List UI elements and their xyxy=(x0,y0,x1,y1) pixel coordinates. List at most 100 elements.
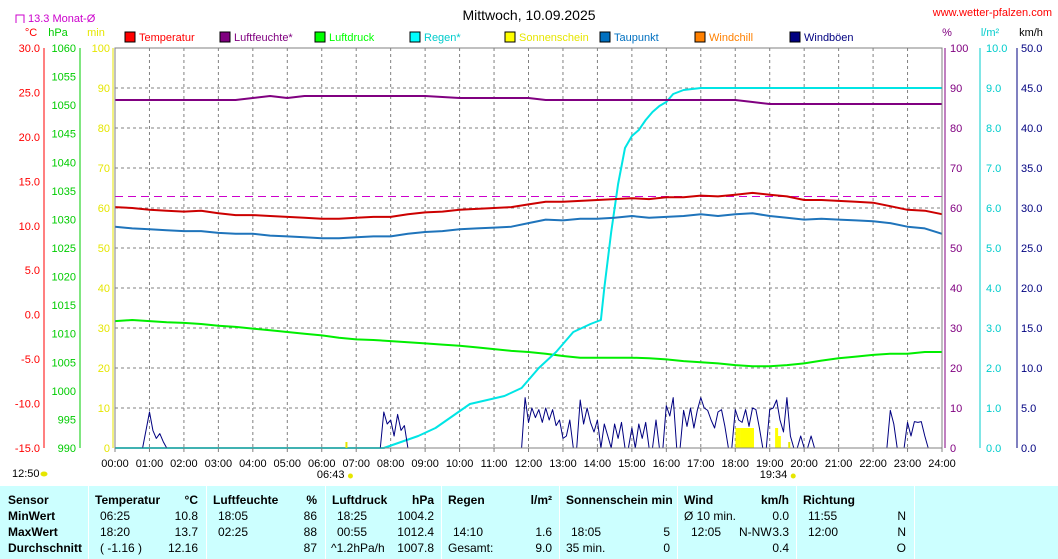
x-tick-label: 08:00 xyxy=(377,458,405,470)
y-tick-label-wind: 40.0 xyxy=(1021,123,1042,135)
y-tick-label-wind: 5.0 xyxy=(1021,403,1036,415)
cell-temp-val: 13.7 xyxy=(174,525,198,539)
x-tick-label: 01:00 xyxy=(136,458,164,470)
y-tick-label-sun: 60 xyxy=(98,203,110,215)
month-avg-label: 13.3 Monat-Ø xyxy=(28,13,96,25)
cell-temp-val: 12.16 xyxy=(167,541,198,555)
cell-temp-time: 18:20 xyxy=(100,525,131,539)
legend-item: Windchill xyxy=(694,31,753,44)
cell-press-time: 18:25 xyxy=(337,509,368,523)
y-tick-label-rain: 3.0 xyxy=(986,323,1001,335)
y-tick-label-temp: 30.0 xyxy=(19,43,40,55)
y-tick-label-sun: 40 xyxy=(98,283,110,295)
legend-swatch xyxy=(124,31,136,43)
y-tick-label-sun: 90 xyxy=(98,83,110,95)
y-tick-label-temp: -15.0 xyxy=(15,443,40,455)
series-regen-line xyxy=(115,87,942,449)
y-tick-label-pressure: 990 xyxy=(58,443,76,455)
header-wind-unit: km/h xyxy=(760,493,789,507)
header-press-unit: hPa xyxy=(411,493,434,507)
y-tick-label-rain: 8.0 xyxy=(986,123,1001,135)
header-rain-unit: l/m² xyxy=(530,493,552,507)
header-rain: Regen xyxy=(448,493,485,507)
sunshine-bar xyxy=(735,428,739,448)
legend-item: Luftfeuchte* xyxy=(219,31,293,44)
axis-unit-pressure: hPa xyxy=(48,27,68,39)
table-divider xyxy=(88,486,89,559)
marker-left-icon xyxy=(40,471,48,477)
cell-dir-val: O xyxy=(896,541,906,555)
x-tick-label: 22:00 xyxy=(859,458,887,470)
table-divider xyxy=(796,486,797,559)
legend-swatch xyxy=(314,31,326,43)
sunshine-bar xyxy=(777,436,781,448)
header-hum-unit: % xyxy=(306,493,317,507)
y-tick-label-wind: 45.0 xyxy=(1021,83,1042,95)
cell-hum-val: 86 xyxy=(303,509,317,523)
y-tick-label-pressure: 1060 xyxy=(52,43,76,55)
y-tick-label-sun: 100 xyxy=(92,43,110,55)
row-label: Durchschnitt xyxy=(8,541,83,555)
y-tick-label-pressure: 1045 xyxy=(52,129,76,141)
y-tick-label-pressure: 1005 xyxy=(52,357,76,369)
cell-press-val: 1004.2 xyxy=(397,509,434,523)
cell-temp-time: 06:25 xyxy=(100,509,131,523)
table-divider xyxy=(441,486,442,559)
y-tick-label-rain: 10.0 xyxy=(986,43,1007,55)
x-tick-label: 18:00 xyxy=(721,458,749,470)
cell-wind-time: Ø 10 min. xyxy=(684,509,737,523)
cell-rain-val: 9.0 xyxy=(535,541,552,555)
y-tick-label-rain: 1.0 xyxy=(986,403,1001,415)
y-tick-label-sun: 10 xyxy=(98,403,110,415)
cell-temp-time: ( -1.16 ) xyxy=(100,541,143,555)
cell-wind-val: 3.3 xyxy=(772,525,789,539)
x-tick-label: 07:00 xyxy=(342,458,370,470)
y-tick-label-wind: 30.0 xyxy=(1021,203,1042,215)
grid xyxy=(115,48,942,448)
sunset-label: 19:34 xyxy=(760,469,788,481)
sunset-icon xyxy=(790,473,796,479)
legend-swatch xyxy=(789,31,801,43)
y-tick-label-pressure: 1010 xyxy=(52,329,76,341)
y-tick-label-sun: 20 xyxy=(98,363,110,375)
y-tick-label-pressure: 1015 xyxy=(52,300,76,312)
x-tick-label: 17:00 xyxy=(687,458,715,470)
cell-rain-time: 14:10 xyxy=(453,525,484,539)
y-tick-label-humidity: 100 xyxy=(950,43,968,55)
legend-swatch xyxy=(504,31,516,43)
cell-wind-val: 0.4 xyxy=(772,541,789,555)
y-tick-label-humidity: 10 xyxy=(950,403,962,415)
series-luftfeuchte-line xyxy=(115,95,942,105)
marker-left-label: 12:50 xyxy=(12,468,40,480)
legend-item: Sonnenschein xyxy=(504,31,589,44)
cell-sun-val: 0 xyxy=(663,541,670,555)
y-tick-label-pressure: 1040 xyxy=(52,157,76,169)
y-tick-label-sun: 50 xyxy=(98,243,110,255)
y-tick-label-pressure: 995 xyxy=(58,414,76,426)
stats-table: Sensor Temperatur °C Luftfeuchte % Luftd… xyxy=(0,486,1058,559)
table-divider xyxy=(914,486,915,559)
y-tick-label-sun: 30 xyxy=(98,323,110,335)
y-tick-label-temp: 15.0 xyxy=(19,176,40,188)
y-tick-label-wind: 15.0 xyxy=(1021,323,1042,335)
y-tick-label-sun: 0 xyxy=(104,443,110,455)
y-tick-label-wind: 35.0 xyxy=(1021,163,1042,175)
axis-unit-humidity: % xyxy=(942,27,952,39)
cell-rain-time: Gesamt: xyxy=(448,541,494,555)
source-label: www.wetter-pfalzen.com xyxy=(932,7,1052,19)
series-taupunkt-line xyxy=(114,212,943,240)
y-tick-label-temp: 5.0 xyxy=(25,265,40,277)
legend-item: Luftdruck xyxy=(314,31,375,44)
header-dir: Richtung xyxy=(803,493,855,507)
axis-unit-rain: l/m² xyxy=(981,27,1000,39)
cell-hum-time: 18:05 xyxy=(218,509,249,523)
y-tick-label-pressure: 1020 xyxy=(52,272,76,284)
sun-markers: 06:43 19:34 12:50 xyxy=(12,442,796,481)
legend: Temperatur Luftfeuchte* Luftdruck Regen* Son… xyxy=(124,31,854,44)
x-tick-label: 23:00 xyxy=(894,458,922,470)
row-label: MinWert xyxy=(8,509,56,523)
y-tick-label-temp: 0.0 xyxy=(25,310,40,322)
legend-item: Temperatur xyxy=(124,31,195,44)
header-press: Luftdruck xyxy=(332,493,388,507)
row-label: MaxWert xyxy=(8,525,58,539)
